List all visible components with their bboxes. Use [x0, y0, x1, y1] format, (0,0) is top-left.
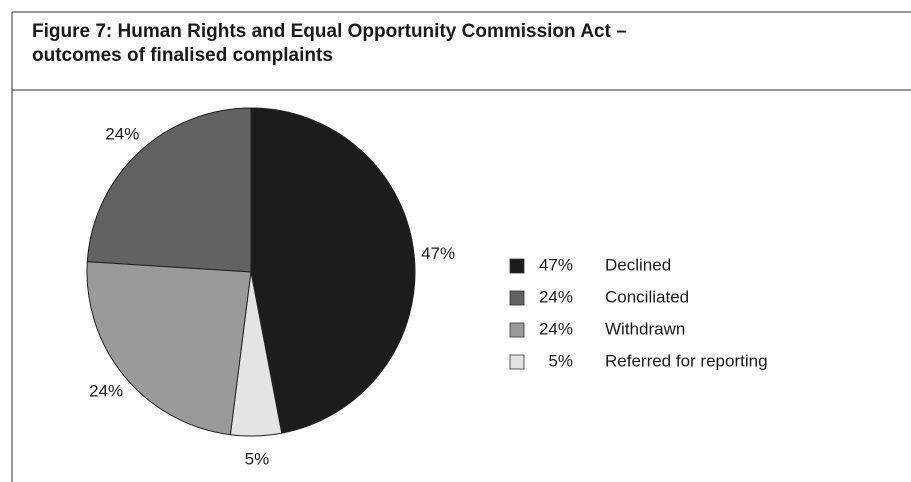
legend-value: 5%: [548, 351, 573, 370]
legend-label: Withdrawn: [605, 319, 685, 338]
slice-label: 47%: [421, 244, 455, 263]
pie-slice: [86, 261, 252, 436]
legend-value: 24%: [539, 319, 573, 338]
legend-swatch: [509, 322, 525, 338]
legend-label: Conciliated: [605, 287, 689, 306]
legend-label: Referred for reporting: [605, 351, 768, 370]
legend-swatch: [509, 290, 525, 306]
chart-title: Figure 7: Human Rights and Equal Opportu…: [32, 21, 627, 42]
legend-swatch: [509, 354, 525, 370]
pie-slice: [229, 271, 283, 437]
pie-slice: [250, 107, 416, 434]
chart-title: outcomes of finalised complaints: [32, 45, 333, 66]
slice-label: 24%: [89, 381, 123, 400]
slice-label: 5%: [245, 449, 270, 468]
legend-value: 47%: [539, 255, 573, 274]
slice-label: 24%: [105, 124, 139, 143]
legend-swatch: [509, 258, 525, 274]
legend-label: Declined: [605, 255, 671, 274]
legend-value: 24%: [539, 287, 573, 306]
pie-slice: [86, 107, 252, 273]
